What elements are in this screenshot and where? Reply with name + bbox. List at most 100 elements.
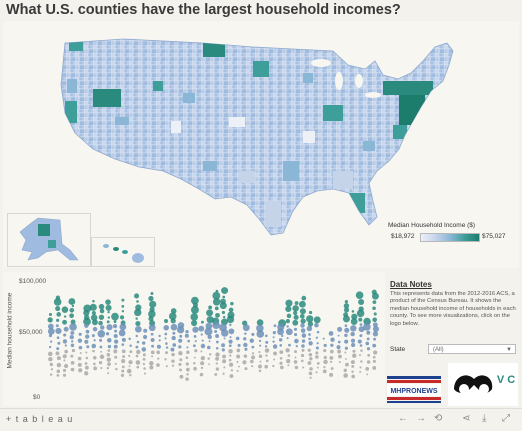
county-dot[interactable] bbox=[221, 329, 229, 337]
county-dot[interactable] bbox=[323, 355, 327, 360]
county-dot[interactable] bbox=[313, 316, 321, 324]
county-dot[interactable] bbox=[79, 351, 82, 354]
county-dot[interactable] bbox=[294, 301, 299, 306]
county-dot[interactable] bbox=[215, 347, 219, 350]
county-dot[interactable] bbox=[69, 307, 75, 313]
county-dot[interactable] bbox=[273, 351, 277, 356]
county-dot[interactable] bbox=[84, 339, 89, 344]
county-dot[interactable] bbox=[243, 337, 247, 341]
county-dot[interactable] bbox=[48, 345, 52, 349]
county-dot[interactable] bbox=[344, 327, 350, 333]
county-dot[interactable] bbox=[118, 329, 126, 337]
county-dot[interactable] bbox=[301, 333, 307, 338]
county-dot[interactable] bbox=[242, 360, 247, 365]
county-dot[interactable] bbox=[107, 372, 110, 375]
county-dot[interactable] bbox=[92, 299, 95, 303]
county-dot[interactable] bbox=[229, 323, 232, 327]
county-dot[interactable] bbox=[215, 352, 220, 357]
county-dot[interactable] bbox=[85, 351, 88, 354]
county-dot[interactable] bbox=[228, 339, 233, 344]
county-dot[interactable] bbox=[230, 369, 234, 372]
county-dot[interactable] bbox=[219, 302, 227, 310]
county-dot[interactable] bbox=[221, 310, 226, 315]
contiguous-us[interactable] bbox=[60, 38, 454, 236]
county-dot[interactable] bbox=[220, 318, 228, 326]
county-dot[interactable] bbox=[351, 374, 355, 379]
county-dot[interactable] bbox=[337, 334, 340, 337]
county-dot[interactable] bbox=[279, 361, 283, 365]
county-dot[interactable] bbox=[272, 364, 275, 368]
county-dot[interactable] bbox=[98, 303, 105, 310]
mhpronews-logo[interactable]: MHPRONEWS bbox=[383, 372, 445, 406]
county-dot[interactable] bbox=[165, 346, 169, 349]
county-dot[interactable] bbox=[193, 335, 197, 338]
county-dot[interactable] bbox=[256, 324, 264, 333]
county-dot[interactable] bbox=[214, 329, 218, 333]
county-dot[interactable] bbox=[373, 350, 378, 355]
county-dot[interactable] bbox=[93, 339, 96, 342]
county-dot[interactable] bbox=[308, 341, 313, 346]
county-dot[interactable] bbox=[121, 337, 126, 342]
county-dot[interactable] bbox=[329, 355, 334, 360]
county-dot[interactable] bbox=[295, 345, 298, 348]
county-dot[interactable] bbox=[228, 344, 232, 348]
county-dot[interactable] bbox=[113, 334, 118, 339]
county-dot[interactable] bbox=[171, 364, 175, 367]
county-dot[interactable] bbox=[350, 360, 355, 365]
county-dot[interactable] bbox=[170, 318, 176, 324]
county-dot[interactable] bbox=[97, 330, 106, 338]
county-dot[interactable] bbox=[372, 300, 377, 305]
county-dot[interactable] bbox=[50, 368, 54, 371]
county-dot[interactable] bbox=[121, 349, 126, 354]
county-dot[interactable] bbox=[83, 309, 90, 317]
county-dot[interactable] bbox=[78, 345, 83, 350]
county-dot[interactable] bbox=[359, 370, 362, 373]
county-dot[interactable] bbox=[190, 306, 199, 314]
county-dot[interactable] bbox=[114, 355, 118, 359]
county-dot[interactable] bbox=[129, 350, 133, 354]
county-dot[interactable] bbox=[366, 360, 371, 364]
county-dot[interactable] bbox=[323, 359, 328, 365]
county-dot[interactable] bbox=[206, 316, 214, 324]
county-dot[interactable] bbox=[337, 349, 342, 354]
county-dot[interactable] bbox=[135, 334, 138, 338]
county-dot[interactable] bbox=[229, 336, 232, 339]
county-dot[interactable] bbox=[128, 365, 131, 368]
county-dot[interactable] bbox=[344, 346, 348, 350]
county-dot[interactable] bbox=[285, 348, 290, 353]
county-dot[interactable] bbox=[192, 326, 199, 333]
county-dot[interactable] bbox=[70, 343, 75, 348]
county-dot[interactable] bbox=[293, 327, 298, 331]
county-dot[interactable] bbox=[272, 331, 276, 335]
county-dot[interactable] bbox=[258, 364, 262, 369]
county-dot[interactable] bbox=[70, 330, 75, 335]
county-dot[interactable] bbox=[285, 299, 293, 307]
county-dot[interactable] bbox=[315, 371, 318, 374]
undo-icon[interactable]: ← bbox=[398, 413, 408, 424]
county-dot[interactable] bbox=[249, 338, 254, 343]
county-dot[interactable] bbox=[365, 366, 370, 371]
county-dot[interactable] bbox=[107, 362, 111, 366]
county-dot[interactable] bbox=[359, 366, 362, 369]
county-dot[interactable] bbox=[315, 346, 319, 350]
county-dot[interactable] bbox=[308, 352, 313, 357]
county-dot[interactable] bbox=[306, 325, 313, 332]
county-dot[interactable] bbox=[360, 349, 363, 352]
county-dot[interactable] bbox=[309, 357, 313, 361]
county-dot[interactable] bbox=[243, 342, 248, 348]
county-dot[interactable] bbox=[99, 354, 105, 360]
county-dot[interactable] bbox=[322, 369, 327, 374]
county-dot[interactable] bbox=[328, 331, 334, 336]
county-dot[interactable] bbox=[64, 363, 69, 369]
county-dot[interactable] bbox=[259, 360, 262, 363]
county-dot[interactable] bbox=[143, 328, 148, 333]
county-dot[interactable] bbox=[99, 338, 103, 342]
county-dot[interactable] bbox=[215, 356, 220, 361]
county-dot[interactable] bbox=[84, 371, 89, 376]
county-dot[interactable] bbox=[150, 292, 154, 295]
county-dot[interactable] bbox=[92, 326, 98, 332]
county-dot[interactable] bbox=[309, 376, 312, 379]
county-dot[interactable] bbox=[134, 325, 142, 333]
county-dot[interactable] bbox=[316, 361, 320, 365]
county-dot[interactable] bbox=[193, 344, 196, 348]
